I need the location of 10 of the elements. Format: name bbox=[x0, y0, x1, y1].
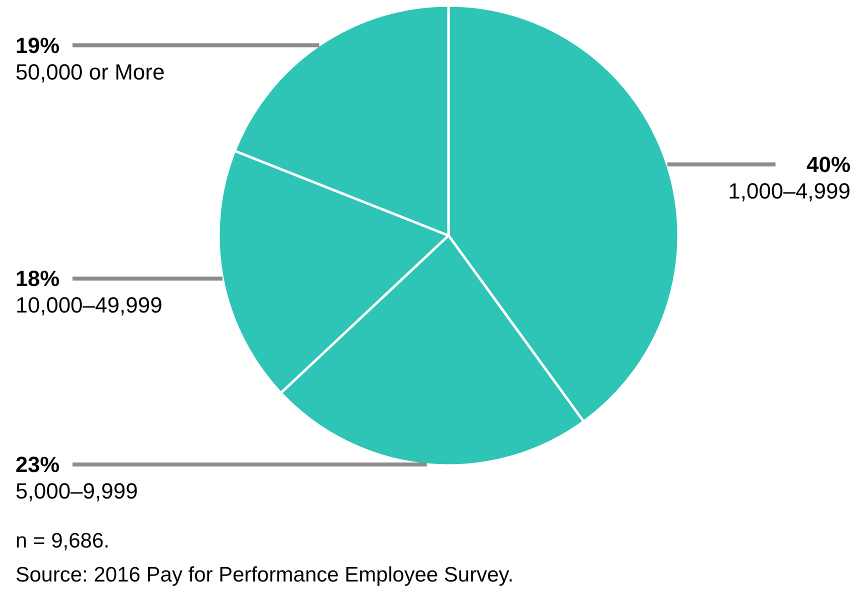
source-note: Source: 2016 Pay for Performance Employee Survey. bbox=[16, 564, 514, 586]
slice-label: 1,000–4,999 bbox=[728, 178, 850, 204]
text: n = 9,686. bbox=[16, 530, 110, 552]
data-label: 18% bbox=[16, 266, 60, 292]
data-label: 23% bbox=[16, 452, 60, 477]
data-label: 40% bbox=[806, 152, 851, 177]
slice-label: 50,000 or More bbox=[16, 59, 165, 84]
slice-label: 5,000–9,999 bbox=[16, 478, 138, 504]
slice-label: 10,000–49,999 bbox=[16, 292, 162, 318]
data-label: 19% bbox=[16, 32, 60, 58]
